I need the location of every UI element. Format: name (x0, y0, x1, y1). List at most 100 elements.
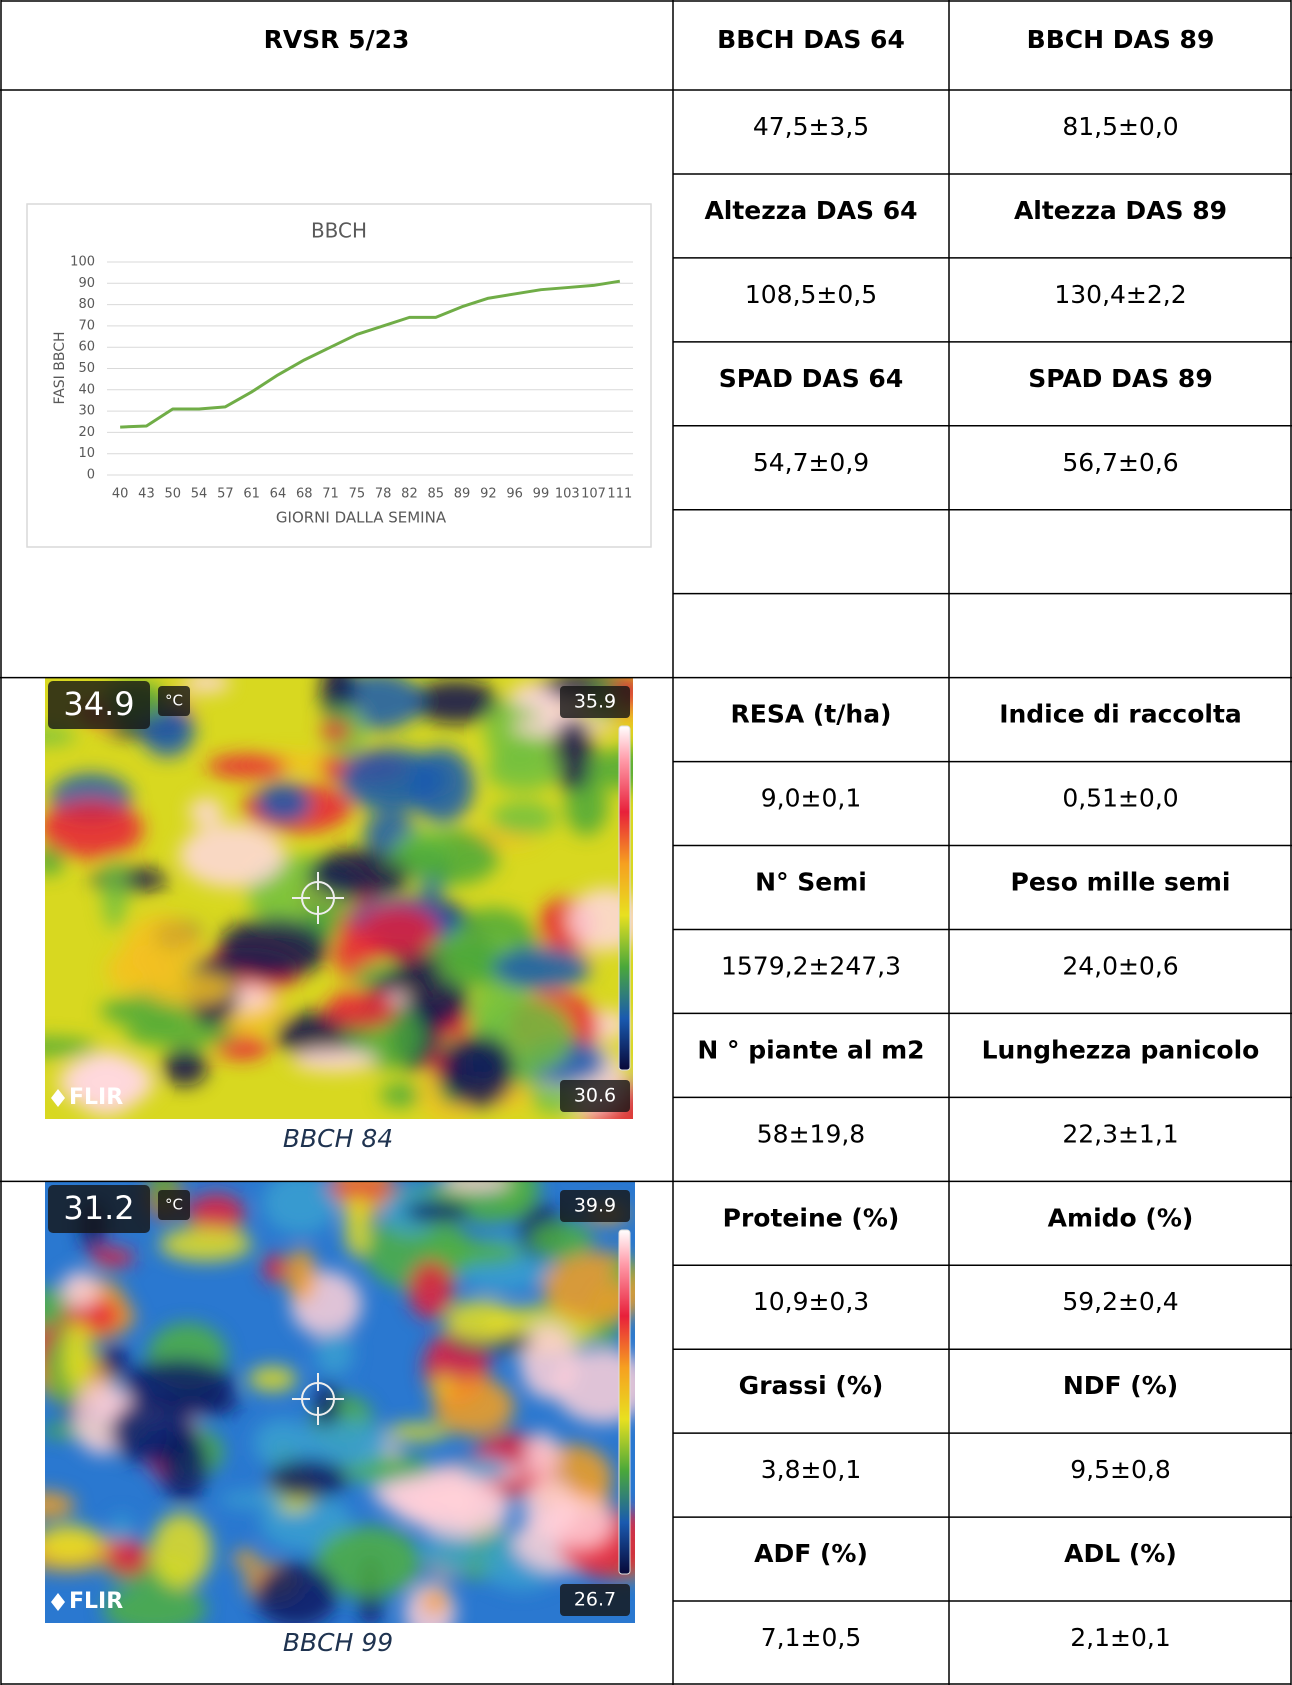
min-temperature: 26.7 (574, 1589, 616, 1611)
min-badge (560, 1080, 630, 1112)
thermal-blob (519, 1324, 577, 1400)
thermal-blob (440, 938, 504, 988)
value-cell: 81,5±0,0 (1062, 112, 1178, 141)
y-axis-label: FASI BBCH (52, 331, 68, 404)
thermal-blob (121, 1358, 235, 1411)
spot-temperature: 34.9 (63, 685, 134, 723)
x-tick-label: 64 (270, 487, 287, 502)
x-tick-label: 78 (375, 487, 392, 502)
thermal-blob (380, 1083, 422, 1108)
thermal-blob (490, 801, 556, 836)
x-tick-label: 103 (555, 487, 580, 502)
thermal-blob (45, 1491, 76, 1519)
value-cell: 56,7±0,6 (1062, 448, 1178, 477)
x-tick-label: 82 (401, 487, 418, 502)
brand-icon (51, 1089, 65, 1107)
header-cell: BBCH DAS 89 (1027, 25, 1215, 54)
header-cell: SPAD DAS 89 (1028, 364, 1212, 393)
thermal-blob (418, 1239, 523, 1266)
thermal-blob (528, 1221, 594, 1260)
value-cell: 22,3±1,1 (1062, 1119, 1178, 1148)
x-tick-label: 99 (533, 487, 550, 502)
thermal-blob (412, 679, 499, 724)
y-tick-label: 50 (78, 361, 95, 376)
header-cell: BBCH DAS 64 (717, 25, 905, 54)
thermal-blob (45, 1524, 101, 1563)
header-cell: Proteine (%) (723, 1203, 900, 1232)
header-cell: ADL (%) (1064, 1539, 1177, 1568)
unit-badge (158, 686, 190, 716)
crosshair (292, 1373, 344, 1425)
y-tick-label: 0 (87, 468, 95, 483)
thermal-blob (215, 1034, 270, 1060)
thermal-blob (206, 754, 289, 779)
y-tick-label: 60 (78, 340, 95, 355)
header-cell: Lunghezza panicolo (982, 1035, 1260, 1064)
thermal-blob (262, 1253, 288, 1283)
x-tick-label: 107 (581, 487, 606, 502)
x-tick-label: 43 (138, 487, 155, 502)
temp-badge (48, 1185, 150, 1233)
thermal-blob (384, 1423, 449, 1441)
thermal-blob (485, 747, 561, 792)
max-temperature: 39.9 (574, 1195, 616, 1217)
thermal-blob (102, 858, 127, 930)
thermal-blob (307, 1420, 390, 1467)
brand-logo: FLIR (69, 1085, 123, 1110)
thermal-blob (525, 1432, 560, 1479)
value-cell: 7,1±0,5 (761, 1623, 861, 1652)
thermal-blob (291, 1048, 378, 1072)
thermal-blob (324, 1182, 399, 1197)
thermal-blob (45, 1037, 98, 1056)
x-tick-label: 85 (427, 487, 444, 502)
header-cell: NDF (%) (1063, 1371, 1178, 1400)
value-cell: 3,8±0,1 (761, 1455, 861, 1484)
thermal-blob (159, 1227, 252, 1262)
unit-badge (158, 1190, 190, 1220)
thermal-blob (124, 1021, 237, 1047)
thermal-blob (315, 1329, 354, 1376)
thermal-blob (150, 1513, 212, 1589)
image-caption: BBCH 84 (283, 1124, 393, 1153)
value-cell: 59,2±0,4 (1062, 1287, 1178, 1316)
x-tick-label: 71 (322, 487, 339, 502)
thermal-blob (179, 823, 285, 888)
header-cell: ADF (%) (754, 1539, 868, 1568)
thermal-blob (509, 682, 555, 711)
max-badge (560, 686, 630, 718)
image-caption: BBCH 99 (283, 1628, 393, 1657)
x-tick-label: 50 (164, 487, 181, 502)
temp-badge (48, 681, 150, 729)
value-cell: 9,0±0,1 (761, 784, 861, 813)
thermal-blob (183, 678, 231, 693)
table-title: RVSR 5/23 (264, 25, 410, 54)
min-temperature: 30.6 (574, 1085, 616, 1107)
header-cell: Grassi (%) (739, 1371, 884, 1400)
thermal-blob (219, 1491, 288, 1509)
x-tick-label: 75 (349, 487, 366, 502)
header-cell: SPAD DAS 64 (719, 364, 903, 393)
thermal-blob (45, 727, 76, 745)
thermal-blob (326, 989, 397, 1029)
y-tick-label: 80 (78, 297, 95, 312)
header-cell: Altezza DAS 89 (1014, 196, 1227, 225)
value-cell: 9,5±0,8 (1070, 1455, 1170, 1484)
thermal-blob (493, 946, 591, 991)
x-tick-label: 54 (191, 487, 208, 502)
thermal-blob (542, 1251, 635, 1323)
thermal-blob (60, 1270, 100, 1309)
max-badge (560, 1190, 630, 1222)
color-scale (618, 725, 631, 1071)
thermal-blob (253, 1418, 314, 1468)
thermal-blob (233, 1549, 259, 1569)
thermal-image: 34.9 °C 35.9 30.6 FLIR (45, 678, 633, 1119)
thermal-blob (124, 915, 201, 977)
thermal-blob (142, 971, 236, 1006)
chart: BBCH 0 10 20 30 40 50 60 70 80 90 100 40 43 50 54 57 61 64… (26, 203, 652, 548)
brand-icon (51, 1593, 65, 1611)
brand-logo: FLIR (69, 1589, 123, 1614)
x-tick-label: 89 (454, 487, 471, 502)
thermal-blob (255, 782, 312, 824)
value-cell: 130,4±2,2 (1054, 280, 1186, 309)
